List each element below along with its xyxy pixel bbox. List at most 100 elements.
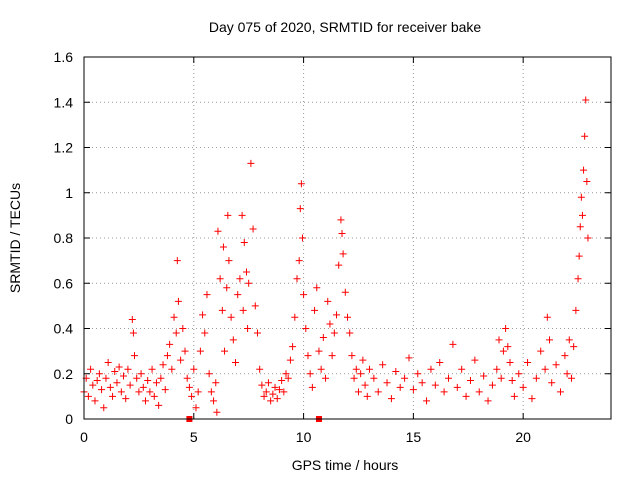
data-point-marker (541, 365, 549, 373)
data-point-marker (207, 388, 215, 396)
data-point-marker (232, 358, 240, 366)
data-point-marker (210, 397, 218, 405)
data-point-marker (225, 257, 233, 265)
data-point-marker (157, 374, 165, 382)
data-point-marker (295, 257, 303, 265)
data-point-marker (506, 358, 514, 366)
data-point-marker (480, 372, 488, 380)
data-point-marker (282, 370, 290, 378)
data-point-marker (242, 268, 250, 276)
data-point-marker (532, 374, 540, 382)
x-tick-label: 15 (406, 429, 422, 445)
data-point-marker (313, 284, 321, 292)
data-point-marker (497, 374, 505, 382)
data-point-marker (203, 291, 211, 299)
axis-ticks: 0 5 10 15 20 0 0.2 0.4 0.6 0.8 1 1.2 1.4 1.6 (54, 49, 611, 445)
data-point-marker (179, 325, 187, 332)
data-point-marker (348, 352, 356, 360)
data-point-marker (493, 365, 501, 373)
data-point-marker (484, 397, 492, 405)
data-point-marker (128, 315, 136, 323)
data-point-marker (350, 374, 358, 382)
data-point-marker (174, 297, 182, 305)
x-axis-label: GPS time / hours (292, 457, 399, 473)
data-point-marker (141, 397, 149, 405)
data-point-marker (370, 374, 378, 382)
data-point-marker (352, 365, 360, 373)
data-point-marker (95, 370, 103, 378)
y-tick-label: 1.4 (54, 94, 74, 110)
data-point-marker (245, 279, 253, 287)
data-point-marker (528, 395, 536, 403)
data-point-marker (563, 370, 571, 378)
x-tick-label: 0 (80, 429, 88, 445)
data-point-marker (466, 377, 474, 385)
data-point-marker (561, 352, 569, 360)
data-point-marker (104, 358, 112, 366)
data-point-marker (543, 313, 551, 321)
data-point-marker (173, 257, 181, 265)
data-point-marker (502, 325, 510, 332)
data-point-marker (247, 159, 255, 167)
data-point-marker (495, 336, 503, 344)
data-point-marker (102, 374, 110, 382)
y-tick-label: 1.2 (54, 140, 74, 156)
data-point-marker (431, 381, 439, 389)
data-point-marker (144, 377, 152, 385)
data-point-marker (236, 275, 244, 283)
data-point-marker (161, 386, 169, 394)
data-point-marker (584, 234, 592, 242)
data-point-marker (298, 234, 306, 242)
data-point-marker (218, 306, 226, 314)
data-point-marker (238, 211, 246, 219)
data-point-marker (115, 363, 123, 371)
data-point-marker (256, 365, 264, 373)
data-point-marker (258, 381, 266, 389)
data-point-marker (139, 383, 147, 391)
data-point-marker (574, 275, 582, 283)
data-point-marker (84, 392, 92, 400)
data-point-marker (278, 377, 286, 385)
y-tick-label: 0.6 (54, 275, 74, 291)
data-point-marker (98, 386, 106, 394)
data-point-marker (223, 284, 231, 292)
data-point-marker (361, 381, 369, 389)
data-point-marker (269, 390, 277, 398)
data-point-marker (194, 388, 202, 396)
data-point-marker (129, 329, 137, 337)
data-point-marker (577, 193, 585, 201)
data-point-marker (100, 404, 108, 412)
data-point-marker (462, 392, 470, 400)
data-point-marker (212, 379, 220, 387)
data-point-marker (122, 395, 130, 403)
data-point-marker (341, 288, 349, 296)
data-point-marker (423, 397, 431, 405)
x-tick-label: 20 (515, 429, 531, 445)
data-point-marker (401, 374, 409, 382)
x-tick-label: 5 (190, 429, 198, 445)
data-point-marker (300, 291, 308, 299)
data-point-marker (148, 365, 156, 373)
data-point-marker (328, 352, 336, 360)
data-point-marker (576, 223, 584, 231)
data-point-marker (306, 370, 314, 378)
data-point-marker (319, 334, 327, 342)
data-point-marker (280, 388, 288, 396)
data-point-marker (216, 275, 224, 283)
data-point-marker (418, 379, 426, 387)
data-point-marker (365, 365, 373, 373)
data-point-marker (449, 340, 457, 348)
data-point-marker (150, 392, 158, 400)
data-point-marker (109, 392, 117, 400)
data-point-marker (124, 365, 132, 373)
data-point-marker (135, 388, 143, 396)
data-point-marker (275, 386, 283, 394)
y-tick-label: 1 (65, 185, 73, 201)
data-point-marker (159, 361, 167, 369)
data-point-marker (106, 383, 114, 391)
data-point-marker (227, 313, 235, 321)
data-point-marker (346, 329, 354, 337)
data-point-marker (488, 381, 496, 389)
data-point-marker (582, 96, 590, 104)
data-point-marker (120, 372, 128, 380)
